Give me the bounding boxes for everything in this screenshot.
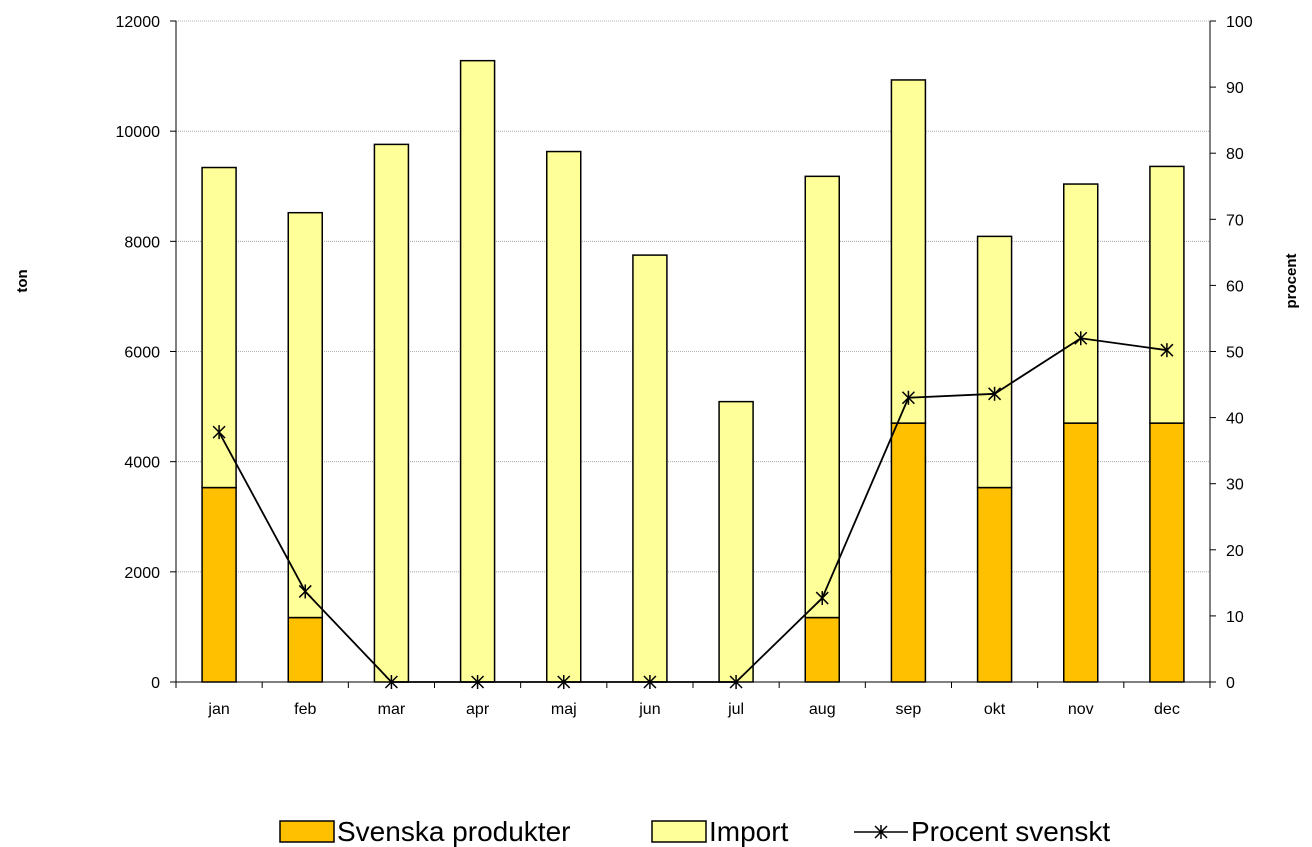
bar-svenska bbox=[804, 616, 840, 683]
x-tick-label: jan bbox=[207, 701, 229, 718]
y-tick-label: 10000 bbox=[116, 124, 161, 141]
percent-point bbox=[212, 425, 226, 440]
y-tick-label: 8000 bbox=[124, 234, 160, 251]
legend-item-procent: Procent svenskt bbox=[854, 816, 1110, 847]
y2-tick-label: 80 bbox=[1226, 146, 1244, 163]
x-tick-label: mar bbox=[378, 701, 406, 718]
y2-tick-label: 90 bbox=[1226, 80, 1244, 97]
x-tick-label: okt bbox=[984, 701, 1006, 718]
bar-import bbox=[201, 166, 237, 489]
tick-labels: 0 2000 4000 6000 8000 10000 12000 0 10 20 30 40 50 60… bbox=[116, 14, 1253, 718]
y-tick-label: 0 bbox=[151, 675, 160, 692]
y-tick-label: 12000 bbox=[116, 14, 161, 31]
percent-point bbox=[815, 591, 829, 606]
bar-import bbox=[459, 59, 496, 683]
percent-point bbox=[901, 390, 915, 405]
bar-svenska bbox=[1063, 422, 1099, 683]
percent-line bbox=[218, 337, 1168, 683]
bar-import bbox=[890, 79, 927, 424]
x-tick-label: dec bbox=[1154, 701, 1180, 718]
x-tick-label: jun bbox=[638, 701, 660, 718]
bar-import bbox=[373, 143, 410, 683]
y2-tick-label: 30 bbox=[1226, 477, 1244, 494]
bar-import bbox=[1063, 183, 1099, 424]
bar-svenska bbox=[287, 616, 323, 683]
bar-svenska bbox=[890, 422, 927, 683]
y2-tick-label: 60 bbox=[1226, 278, 1244, 295]
y2-axis-title: procent bbox=[1283, 253, 1300, 308]
y2-tick-label: 10 bbox=[1226, 609, 1244, 626]
x-tick-label: nov bbox=[1068, 701, 1094, 718]
x-tick-label: jul bbox=[727, 701, 744, 718]
bar-import bbox=[546, 150, 582, 683]
bar-svenska bbox=[1149, 422, 1185, 683]
bar-svenska bbox=[201, 486, 237, 683]
y2-tick-label: 20 bbox=[1226, 543, 1244, 560]
y2-tick-label: 100 bbox=[1226, 14, 1253, 31]
bar-import bbox=[632, 254, 668, 683]
bar-import bbox=[804, 175, 840, 619]
percent-line-series bbox=[212, 331, 1174, 689]
percent-point bbox=[1160, 343, 1174, 358]
y-tick-label: 4000 bbox=[124, 455, 160, 472]
legend-swatch-svenska bbox=[279, 820, 335, 843]
bar-import bbox=[976, 235, 1013, 489]
bar-svenska bbox=[976, 486, 1013, 683]
y2-tick-label: 70 bbox=[1226, 212, 1244, 229]
y2-tick-label: 40 bbox=[1226, 411, 1244, 428]
legend-item-import: Import bbox=[651, 816, 789, 847]
x-tick-label: feb bbox=[294, 701, 316, 718]
bar-import bbox=[287, 211, 323, 619]
y-axis-title: ton bbox=[14, 269, 31, 292]
bar-import bbox=[1149, 165, 1185, 424]
legend-label-import: Import bbox=[709, 816, 789, 847]
bars bbox=[201, 59, 1185, 683]
legend-marker-procent bbox=[874, 825, 888, 839]
percent-point bbox=[1074, 331, 1088, 346]
bar-import bbox=[718, 400, 754, 683]
legend: Svenska produkter Import Procent svenskt bbox=[279, 816, 1110, 847]
legend-item-svenska: Svenska produkter bbox=[279, 816, 570, 847]
y2-tick-label: 50 bbox=[1226, 345, 1244, 362]
x-tick-label: apr bbox=[466, 701, 490, 718]
axes bbox=[170, 20, 1216, 688]
legend-swatch-import bbox=[651, 820, 707, 843]
y2-tick-label: 0 bbox=[1226, 675, 1235, 692]
y-tick-label: 2000 bbox=[124, 565, 160, 582]
legend-label-procent: Procent svenskt bbox=[911, 816, 1110, 847]
gridlines bbox=[176, 20, 1210, 573]
x-tick-label: sep bbox=[896, 701, 922, 718]
percent-point bbox=[298, 584, 312, 599]
x-tick-label: maj bbox=[551, 701, 577, 718]
y-tick-label: 6000 bbox=[124, 345, 160, 362]
legend-label-svenska: Svenska produkter bbox=[337, 816, 570, 847]
x-tick-label: aug bbox=[809, 701, 836, 718]
percent-point bbox=[988, 386, 1002, 401]
